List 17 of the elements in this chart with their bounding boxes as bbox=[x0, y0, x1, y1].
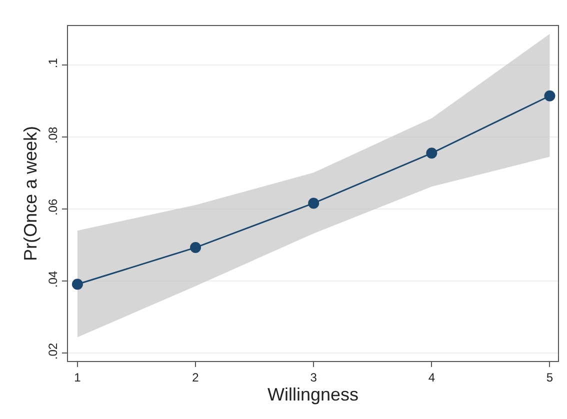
point bbox=[308, 198, 320, 209]
y-tick-label: .1 bbox=[46, 58, 60, 68]
x-tick-label: 2 bbox=[192, 370, 200, 384]
y-tick-label: .08 bbox=[46, 126, 60, 144]
point bbox=[426, 148, 438, 159]
y-tick-label: .02 bbox=[46, 342, 60, 360]
point bbox=[544, 90, 556, 102]
x-axis-title: Willingness bbox=[267, 384, 359, 404]
y-tick-label: .06 bbox=[46, 198, 60, 216]
point bbox=[72, 278, 83, 290]
x-tick-label: 4 bbox=[428, 370, 436, 384]
point bbox=[190, 242, 202, 254]
x-tick-label: 3 bbox=[310, 370, 318, 384]
y-axis-title: Pr(Once a week) bbox=[20, 126, 40, 262]
x-tick-label: 1 bbox=[74, 370, 82, 384]
x-tick-label: 5 bbox=[546, 370, 554, 384]
y-tick-label: .04 bbox=[46, 270, 60, 288]
